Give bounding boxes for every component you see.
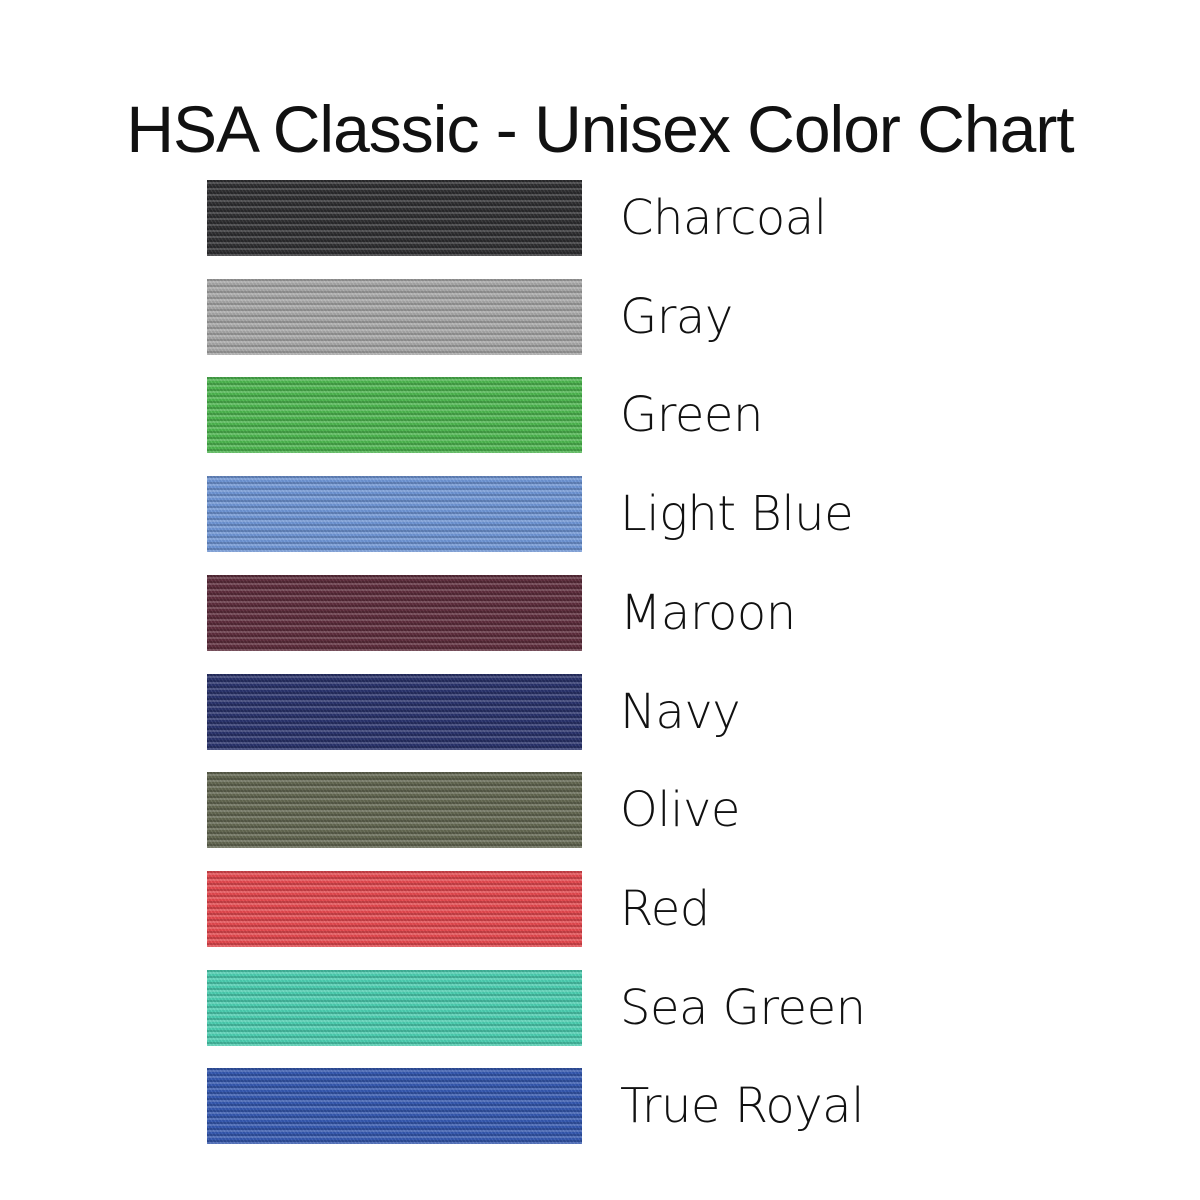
color-label: Olive	[620, 782, 740, 839]
color-swatch	[207, 574, 582, 651]
color-label: Gray	[620, 288, 733, 345]
color-swatch	[207, 278, 582, 355]
color-label: Sea Green	[620, 979, 866, 1036]
color-label: Red	[620, 880, 710, 937]
color-row: Maroon	[207, 574, 907, 651]
color-label: Charcoal	[620, 190, 827, 246]
color-label: Green	[620, 387, 763, 444]
color-row: Light Blue	[207, 476, 907, 553]
color-row: True Royal	[207, 1068, 907, 1145]
color-row: Sea Green	[207, 969, 907, 1046]
color-swatch	[207, 377, 582, 454]
color-row: Olive	[207, 772, 907, 849]
color-row: Charcoal	[207, 180, 907, 256]
color-row: Green	[207, 377, 907, 454]
page-title: HSA Classic - Unisex Color Chart	[126, 92, 1074, 167]
color-swatch	[207, 476, 582, 553]
color-label: Maroon	[620, 584, 796, 641]
color-swatch	[207, 1068, 582, 1145]
color-row: Navy	[207, 673, 907, 750]
color-swatch	[207, 180, 582, 256]
color-swatch	[207, 673, 582, 750]
color-swatch	[207, 969, 582, 1046]
color-row: Red	[207, 870, 907, 947]
color-swatch	[207, 772, 582, 849]
color-label: True Royal	[620, 1078, 864, 1135]
color-label: Light Blue	[620, 486, 854, 543]
color-row: Gray	[207, 278, 907, 355]
color-label: Navy	[620, 683, 741, 740]
color-swatch	[207, 870, 582, 947]
